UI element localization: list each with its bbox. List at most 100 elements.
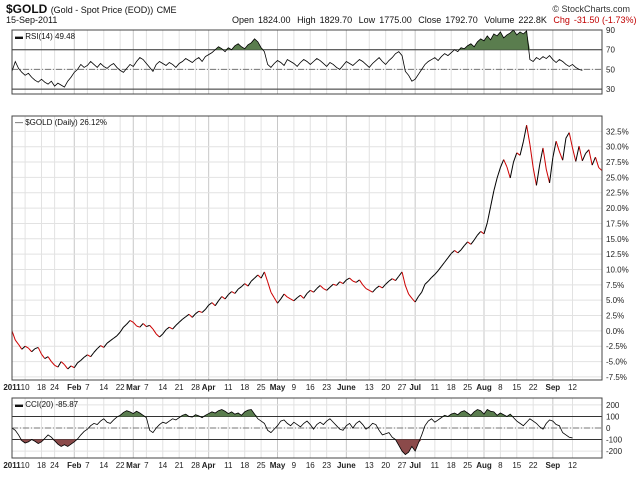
price-line-segment: [110, 337, 114, 342]
price-line-segment: [496, 167, 501, 179]
cci-x-tick-label: 27: [398, 461, 407, 470]
rsi-legend: ▬ RSI(14) 49.48: [15, 32, 76, 41]
price-x-tick-label: Mar: [126, 383, 140, 392]
price-line-segment: [31, 348, 36, 353]
price-line-segment: [129, 320, 134, 323]
price-x-tick-label: 11: [431, 383, 440, 392]
price-x-tick-label: 27: [398, 383, 407, 392]
cci-x-tick-label: 18: [447, 461, 456, 470]
price-line-segment: [513, 152, 518, 163]
price-line-segment: [326, 286, 331, 291]
cci-x-tick-label: 9: [292, 461, 297, 470]
exchange: CME: [156, 5, 177, 15]
cci-x-tick-label: 22: [529, 461, 538, 470]
cci-x-tick-label: 14: [158, 461, 167, 470]
price-line-segment: [329, 283, 334, 288]
price-x-tick-label: 18: [447, 383, 456, 392]
price-line-segment: [237, 286, 242, 290]
price-x-tick-label: 24: [50, 383, 59, 392]
price-line-segment: [336, 281, 341, 286]
price-line-segment: [221, 296, 226, 300]
price-x-tick-label: 14: [99, 383, 108, 392]
price-line-segment: [591, 156, 596, 166]
price-line-segment: [398, 271, 403, 277]
price-line-segment: [388, 278, 393, 282]
price-x-tick-label: 9: [292, 383, 297, 392]
price-line-segment: [149, 325, 154, 330]
price-line-segment: [18, 344, 23, 350]
price-line-segment: [290, 298, 295, 302]
price-line-segment: [244, 283, 249, 287]
close-label: Close: [418, 15, 442, 25]
price-x-tick-label: 25: [463, 383, 472, 392]
price-line-segment: [260, 271, 265, 279]
price-line-segment: [532, 167, 537, 186]
price-line-segment: [585, 149, 590, 154]
price-line-segment: [352, 280, 357, 283]
price-y-tick-label: -2.5%: [606, 342, 627, 351]
stockcharts-credit[interactable]: © StockCharts.com: [552, 4, 630, 14]
price-line-segment: [447, 253, 452, 259]
price-line-segment: [581, 153, 587, 162]
price-line-segment: [257, 274, 262, 279]
price-line-segment: [552, 141, 557, 158]
price-line-segment: [342, 279, 347, 284]
rsi-overbought-fill: [215, 30, 530, 50]
price-line-segment: [178, 318, 183, 323]
price-line-segment: [60, 361, 65, 366]
price-line-segment: [372, 288, 377, 293]
price-line-segment: [414, 296, 419, 303]
price-x-tick-label: 18: [240, 383, 249, 392]
price-line-segment: [490, 190, 495, 207]
price-line-segment: [359, 279, 364, 286]
price-y-tick-label: 15.0%: [606, 235, 629, 244]
cci-y-tick-label: 0: [606, 424, 611, 433]
price-line-segment: [463, 241, 468, 246]
price-line-segment: [529, 144, 534, 168]
price-line-segment: [339, 281, 344, 285]
price-line-segment: [11, 330, 16, 341]
cci-x-tick-label: 15: [512, 461, 521, 470]
symbol-subtitle: (Gold - Spot Price (EOD)): [50, 5, 154, 15]
price-line-segment: [273, 297, 278, 304]
price-line-segment: [306, 289, 311, 294]
price-line-segment: [152, 328, 157, 335]
price-x-tick-label: 21: [175, 383, 184, 392]
price-x-tick-label: 14: [158, 383, 167, 392]
chart-header-title: $GOLD (Gold - Spot Price (EOD)) CME: [6, 2, 177, 16]
price-line-segment: [195, 310, 200, 315]
price-line-segment: [382, 283, 387, 289]
price-line-segment: [103, 342, 108, 348]
price-line-segment: [132, 321, 137, 327]
price-line-segment: [116, 331, 121, 337]
price-line-segment: [401, 271, 406, 286]
price-line-segment: [231, 291, 236, 294]
price-line-segment: [460, 245, 465, 251]
price-line-segment: [555, 141, 560, 152]
price-line-segment: [283, 293, 288, 298]
price-line-segment: [467, 241, 472, 245]
cci-x-tick-label: 16: [306, 461, 315, 470]
price-line-segment: [483, 222, 488, 235]
cci-x-tick-label: 21: [175, 461, 184, 470]
price-line-segment: [362, 284, 367, 289]
price-line-segment: [418, 291, 423, 297]
price-line-segment: [37, 347, 42, 355]
price-x-tick-label: May: [270, 383, 286, 392]
price-x-tick-label: 16: [306, 383, 315, 392]
price-x-tick-label: 15: [512, 383, 521, 392]
price-panel: -7.5% -5.0% -2.5% 0.0% 2.5% 5.0% 7.5% 10.0% 12.5…: [11, 115, 629, 382]
price-line-segment: [522, 125, 528, 142]
price-y-tick-label: 27.5%: [606, 158, 629, 167]
price-line-segment: [542, 147, 547, 170]
price-line-segment: [493, 177, 498, 192]
price-line-segment: [185, 313, 190, 318]
price-x-tick-label: Aug: [476, 383, 492, 392]
price-line-segment: [509, 161, 514, 179]
price-line-segment: [526, 125, 531, 145]
price-line-segment: [349, 277, 354, 282]
cci-y-tick-label: -100: [606, 436, 623, 445]
price-x-tick-label: Apr: [202, 383, 216, 392]
price-y-tick-label: 10.0%: [606, 265, 629, 274]
price-line-segment: [450, 250, 455, 254]
